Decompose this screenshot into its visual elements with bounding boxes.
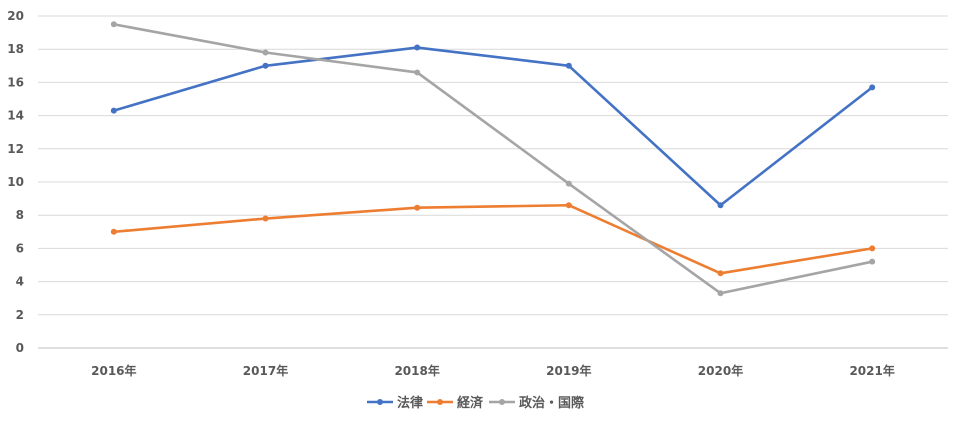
y-tick-label: 6: [16, 241, 24, 255]
y-tick-label: 14: [7, 109, 24, 123]
legend-swatch-marker: [377, 399, 383, 405]
x-axis: 2016年 2017年 2018年 2019年 2020年 2021年: [91, 363, 895, 378]
legend-item: 政治・国際: [489, 395, 585, 411]
data-point: [717, 290, 724, 297]
data-point: [414, 44, 421, 51]
legend: 法律 経済 政治・国際: [367, 395, 585, 411]
data-point: [110, 228, 117, 235]
series-1: [110, 202, 876, 277]
legend-item: 経済: [427, 395, 484, 411]
legend-item: 法律: [367, 395, 423, 411]
data-point: [869, 84, 876, 91]
legend-swatch-marker: [499, 399, 505, 405]
y-tick-label: 16: [7, 75, 24, 89]
data-point: [565, 62, 572, 69]
gridlines: [38, 15, 948, 349]
y-tick-label: 18: [7, 42, 24, 56]
x-tick-label: 2020年: [698, 363, 743, 378]
y-axis: 0 2 4 6 8 10 12 14 16 18 20: [7, 9, 24, 355]
legend-swatch-marker: [437, 399, 443, 405]
series-line: [112, 22, 874, 295]
y-tick-label: 12: [7, 142, 24, 156]
data-point: [565, 202, 572, 209]
y-tick-label: 0: [16, 341, 24, 355]
y-tick-label: 8: [16, 208, 24, 222]
data-point: [717, 270, 724, 277]
x-tick-label: 2018年: [394, 363, 439, 378]
series-2: [110, 21, 876, 297]
y-tick-label: 2: [16, 308, 24, 322]
data-point: [262, 49, 269, 56]
data-point: [110, 107, 117, 114]
series-line: [112, 46, 874, 207]
data-point: [262, 62, 269, 69]
legend-label: 経済: [457, 395, 484, 411]
data-point: [869, 258, 876, 265]
series-line: [112, 203, 874, 275]
data-point: [262, 215, 269, 222]
legend-label: 政治・国際: [519, 395, 585, 411]
x-tick-label: 2017年: [243, 363, 288, 378]
legend-label: 法律: [397, 395, 423, 411]
data-point: [565, 180, 572, 187]
data-point: [110, 21, 117, 28]
y-tick-label: 20: [7, 9, 24, 23]
y-tick-label: 10: [7, 175, 24, 189]
data-point: [717, 202, 724, 209]
data-point: [869, 245, 876, 252]
x-tick-label: 2016年: [91, 363, 136, 378]
x-tick-label: 2021年: [849, 363, 894, 378]
data-point: [414, 69, 421, 76]
series-0: [110, 44, 876, 209]
plot-area: [110, 21, 876, 297]
y-tick-label: 4: [16, 275, 24, 289]
data-point: [414, 204, 421, 211]
x-tick-label: 2019年: [546, 363, 591, 378]
